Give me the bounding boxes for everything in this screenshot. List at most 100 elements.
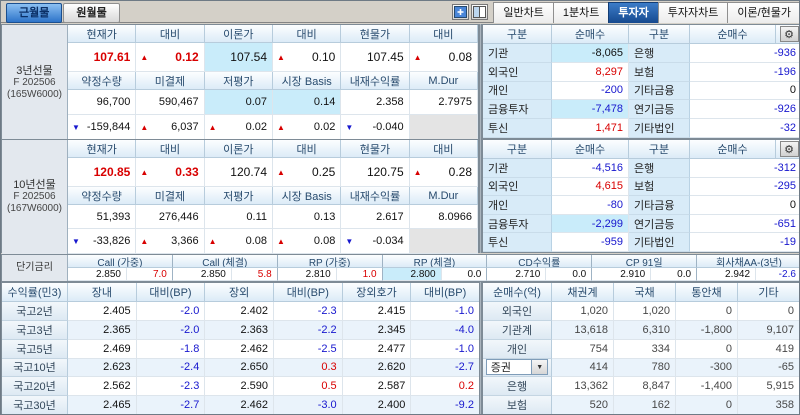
value-text: -4.0 xyxy=(455,323,474,336)
up-triangle-icon: ▲ xyxy=(140,236,149,246)
netbuy-value: -80 xyxy=(552,196,629,215)
value-text: -7,478 xyxy=(591,103,623,116)
yield-cell: 2.620 xyxy=(342,358,412,378)
value-text: 0.0 xyxy=(677,268,692,280)
quote-cell: 107.45 xyxy=(341,43,410,72)
value-text: 6,310 xyxy=(642,323,670,336)
up-triangle-icon: ▲ xyxy=(208,122,217,132)
value-text: 0 xyxy=(789,198,796,211)
value-text: 358 xyxy=(775,399,794,412)
rate-value: 2.850 xyxy=(172,268,232,281)
value-text: 2.469 xyxy=(103,342,131,355)
netbuy-value: -936 xyxy=(690,44,799,63)
quote-cell: ▲ 0.28 xyxy=(409,158,478,187)
settings-cell: ⚙ xyxy=(776,25,799,44)
quote-cell: 107.54 xyxy=(204,43,273,72)
value-text: -1,800 xyxy=(700,323,732,336)
down-triangle-icon: ▼ xyxy=(72,236,80,246)
down-triangle-icon: ▼ xyxy=(345,236,354,246)
rate-value: 2.710 xyxy=(487,268,547,281)
investor-row-label: 연기금등 xyxy=(629,214,690,234)
tab-near-month[interactable]: 근월물 xyxy=(6,3,63,23)
quote-cell: ▲ 3,366 xyxy=(136,229,205,254)
tab-1min-chart[interactable]: 1분차트 xyxy=(552,1,610,23)
value-text: 0.33 xyxy=(175,165,199,179)
yield-cell: 2.365 xyxy=(68,320,137,340)
netbuy-cell: 6,310 xyxy=(614,320,676,340)
netbuy-cell: 162 xyxy=(614,396,676,414)
netbuy-value: -2,299 xyxy=(552,214,629,234)
column-header: 이론가 xyxy=(204,25,273,43)
rate-value: 2.800 xyxy=(382,268,442,281)
value-text: -159,844 xyxy=(86,121,131,133)
value-text: 2.7975 xyxy=(438,96,472,108)
value-text: -2.7 xyxy=(455,361,474,374)
value-text: 0 xyxy=(789,84,796,97)
yield-cell: -3.0 xyxy=(273,396,343,414)
rate-value: 2.850 xyxy=(68,268,127,281)
yield-cell: 2.363 xyxy=(205,320,274,340)
tab-investor[interactable]: 투자자 xyxy=(608,1,659,23)
chevron-down-icon[interactable]: ▼ xyxy=(531,360,548,375)
column-header: 시장 Basis xyxy=(273,187,342,205)
contract-title-line: (167W6000) xyxy=(6,203,63,214)
rate-value: 2.910 xyxy=(592,268,652,281)
netbuy-value: 4,615 xyxy=(552,177,629,197)
tab-far-month[interactable]: 원월물 xyxy=(63,3,120,23)
view-tab-area: 일반차트 1분차트 투자자 투자자차트 이론/현물가 xyxy=(452,1,799,23)
netbuy-cell: -1,400 xyxy=(676,377,738,397)
investor-row-label[interactable]: 증권 ▼ xyxy=(483,358,552,378)
settings-gear-icon[interactable]: ⚙ xyxy=(779,141,799,157)
futures-3yr-quote-panel: 3년선물 F 202506 (165W6000) 현재가 대비 이론가 대비 현물가 대비 107… xyxy=(1,24,479,140)
value-text: 5.8 xyxy=(257,268,272,280)
chart-view-tabs: 일반차트 1분차트 투자자 투자자차트 이론/현물가 xyxy=(493,1,799,23)
value-text: 0.02 xyxy=(313,121,336,133)
quote-cell: 96,700 xyxy=(68,90,137,115)
netbuy-value: -7,478 xyxy=(552,100,629,120)
investor-row-label: 외국인 xyxy=(483,302,552,321)
value-text: 2.415 xyxy=(377,304,406,317)
up-triangle-icon: ▲ xyxy=(277,236,285,246)
tab-general-chart[interactable]: 일반차트 xyxy=(493,1,554,23)
split-window-layout-icon[interactable] xyxy=(471,4,489,20)
column-header: M.Dur xyxy=(409,187,478,205)
netbuy-cell: 0 xyxy=(676,339,738,359)
quote-cell: ▲ 0.10 xyxy=(273,43,342,72)
tab-investor-chart[interactable]: 투자자차트 xyxy=(657,1,729,23)
value-text: 120.75 xyxy=(366,165,404,179)
split-window-add-icon[interactable] xyxy=(452,4,470,20)
up-triangle-icon: ▲ xyxy=(140,52,149,62)
settings-gear-icon[interactable]: ⚙ xyxy=(779,26,799,42)
rate-value: 2.942 xyxy=(697,268,757,281)
investor-row-label: 보험 xyxy=(629,62,690,82)
quote-cell: ▼ -0.034 xyxy=(341,229,410,254)
value-text: -936 xyxy=(773,46,796,59)
netbuy-cell: 0 xyxy=(676,396,738,414)
value-text: 0.13 xyxy=(313,210,336,223)
column-header: 장내 xyxy=(68,283,137,302)
quote-cell: 120.74 xyxy=(204,158,273,187)
investor-row-label: 은행 xyxy=(629,44,690,63)
yield-cell: 2.415 xyxy=(342,302,412,321)
up-triangle-icon: ▲ xyxy=(140,167,149,177)
value-text: 419 xyxy=(775,342,794,355)
value-text: -2.7 xyxy=(180,399,200,412)
value-text: 2.623 xyxy=(103,361,131,374)
column-header: 대비 xyxy=(409,140,478,158)
column-header: 현물가 xyxy=(341,25,410,43)
up-triangle-icon: ▲ xyxy=(413,167,422,177)
value-text: 4,615 xyxy=(595,180,623,193)
investor-row-label: 외국인 xyxy=(483,177,552,197)
yield-cell: -9.2 xyxy=(411,396,480,414)
netbuy-cell: -65 xyxy=(738,358,799,378)
quote-cell: ▼ -159,844 xyxy=(68,115,137,140)
securities-dropdown[interactable]: 증권 ▼ xyxy=(485,359,549,376)
value-text: -3.0 xyxy=(317,399,337,412)
netbuy-value: 1,471 xyxy=(552,119,629,138)
value-text: 2.465 xyxy=(103,399,131,412)
tab-theory-spot[interactable]: 이론/현물가 xyxy=(727,1,799,23)
value-text: -1.0 xyxy=(455,304,474,317)
value-text: -2.6 xyxy=(778,268,796,280)
value-text: -8,065 xyxy=(591,46,623,59)
yield-cell: 2.462 xyxy=(205,339,274,359)
